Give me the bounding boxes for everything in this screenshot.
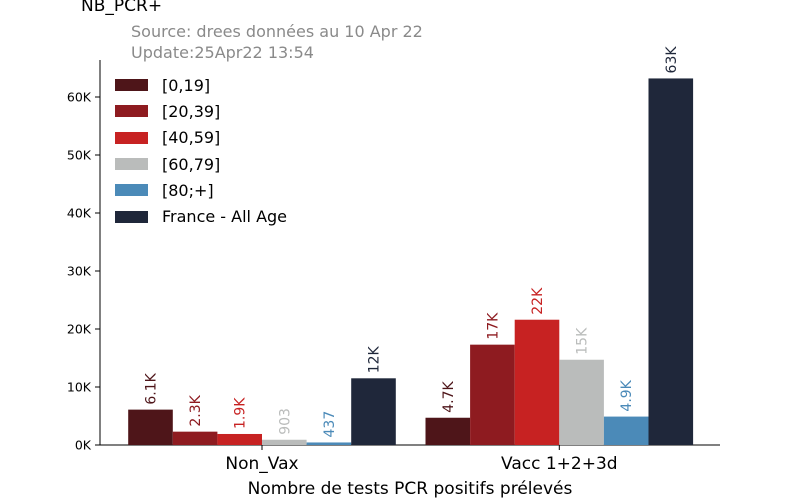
y-tick-label: 10K bbox=[67, 380, 92, 395]
legend-item: [0,19] bbox=[115, 72, 287, 98]
legend-item: [80;+] bbox=[115, 177, 287, 203]
bar-value-label: 17K bbox=[485, 312, 501, 340]
legend-item: [40,59] bbox=[115, 125, 287, 151]
x-tick-label: Non_Vax bbox=[225, 454, 298, 474]
y-tick-label: 20K bbox=[67, 322, 92, 337]
legend-swatch bbox=[115, 105, 148, 118]
bar bbox=[559, 359, 604, 445]
chart-title: NB_PCR+ bbox=[81, 0, 163, 16]
bar-value-label: 63K bbox=[664, 46, 680, 74]
x-axis-label: Nombre de tests PCR positifs prélevés bbox=[248, 479, 573, 499]
bar-value-label: 15K bbox=[575, 327, 591, 355]
y-tick-label: 60K bbox=[67, 90, 92, 105]
bar-value-label: 12K bbox=[367, 345, 383, 373]
bar bbox=[351, 378, 396, 445]
bar-value-label: 4.9K bbox=[619, 379, 635, 411]
legend-label: [0,19] bbox=[162, 75, 211, 95]
legend-swatch bbox=[115, 210, 148, 223]
bar bbox=[128, 409, 173, 445]
bar bbox=[603, 416, 649, 445]
bar bbox=[172, 431, 218, 445]
legend-label: [60,79] bbox=[162, 154, 221, 174]
legend-label: [40,59] bbox=[162, 128, 221, 148]
bar-value-label: 22K bbox=[530, 287, 546, 315]
chart-update-line: Update:25Apr22 13:54 bbox=[131, 43, 314, 62]
legend-swatch bbox=[115, 131, 148, 144]
bar-value-label: 2.3K bbox=[188, 394, 204, 426]
y-tick-label: 30K bbox=[67, 264, 92, 279]
legend-label: [80;+] bbox=[162, 180, 214, 200]
bar-value-label: 4.7K bbox=[441, 380, 457, 412]
legend-item: France - All Age bbox=[115, 203, 287, 229]
bar bbox=[306, 442, 352, 445]
legend-item: [20,39] bbox=[115, 98, 287, 124]
bar-value-label: 6.1K bbox=[144, 372, 160, 404]
legend-label: France - All Age bbox=[162, 207, 288, 227]
bar-value-label: 437 bbox=[322, 411, 338, 438]
bar-value-label: 903 bbox=[277, 408, 293, 435]
bar bbox=[217, 433, 262, 445]
bar-value-label: 1.9K bbox=[233, 397, 249, 429]
x-tick-label: Vacc 1+2+3d bbox=[501, 454, 618, 474]
chart-source-line: Source: drees données au 10 Apr 22 bbox=[131, 22, 423, 41]
bar bbox=[648, 78, 694, 445]
y-tick-label: 40K bbox=[67, 206, 92, 221]
legend-swatch bbox=[115, 158, 148, 171]
bar bbox=[262, 439, 307, 445]
legend: [0,19] [20,39] [40,59] [60,79] [80;+] France … bbox=[115, 72, 287, 230]
legend-item: [60,79] bbox=[115, 151, 287, 177]
legend-swatch bbox=[115, 184, 148, 197]
y-tick-label: 0K bbox=[75, 438, 92, 453]
legend-label: [20,39] bbox=[162, 101, 221, 121]
legend-swatch bbox=[115, 79, 148, 92]
bar bbox=[470, 344, 515, 445]
bar bbox=[514, 319, 560, 445]
y-tick-label: 50K bbox=[67, 148, 92, 163]
bar bbox=[425, 417, 471, 445]
